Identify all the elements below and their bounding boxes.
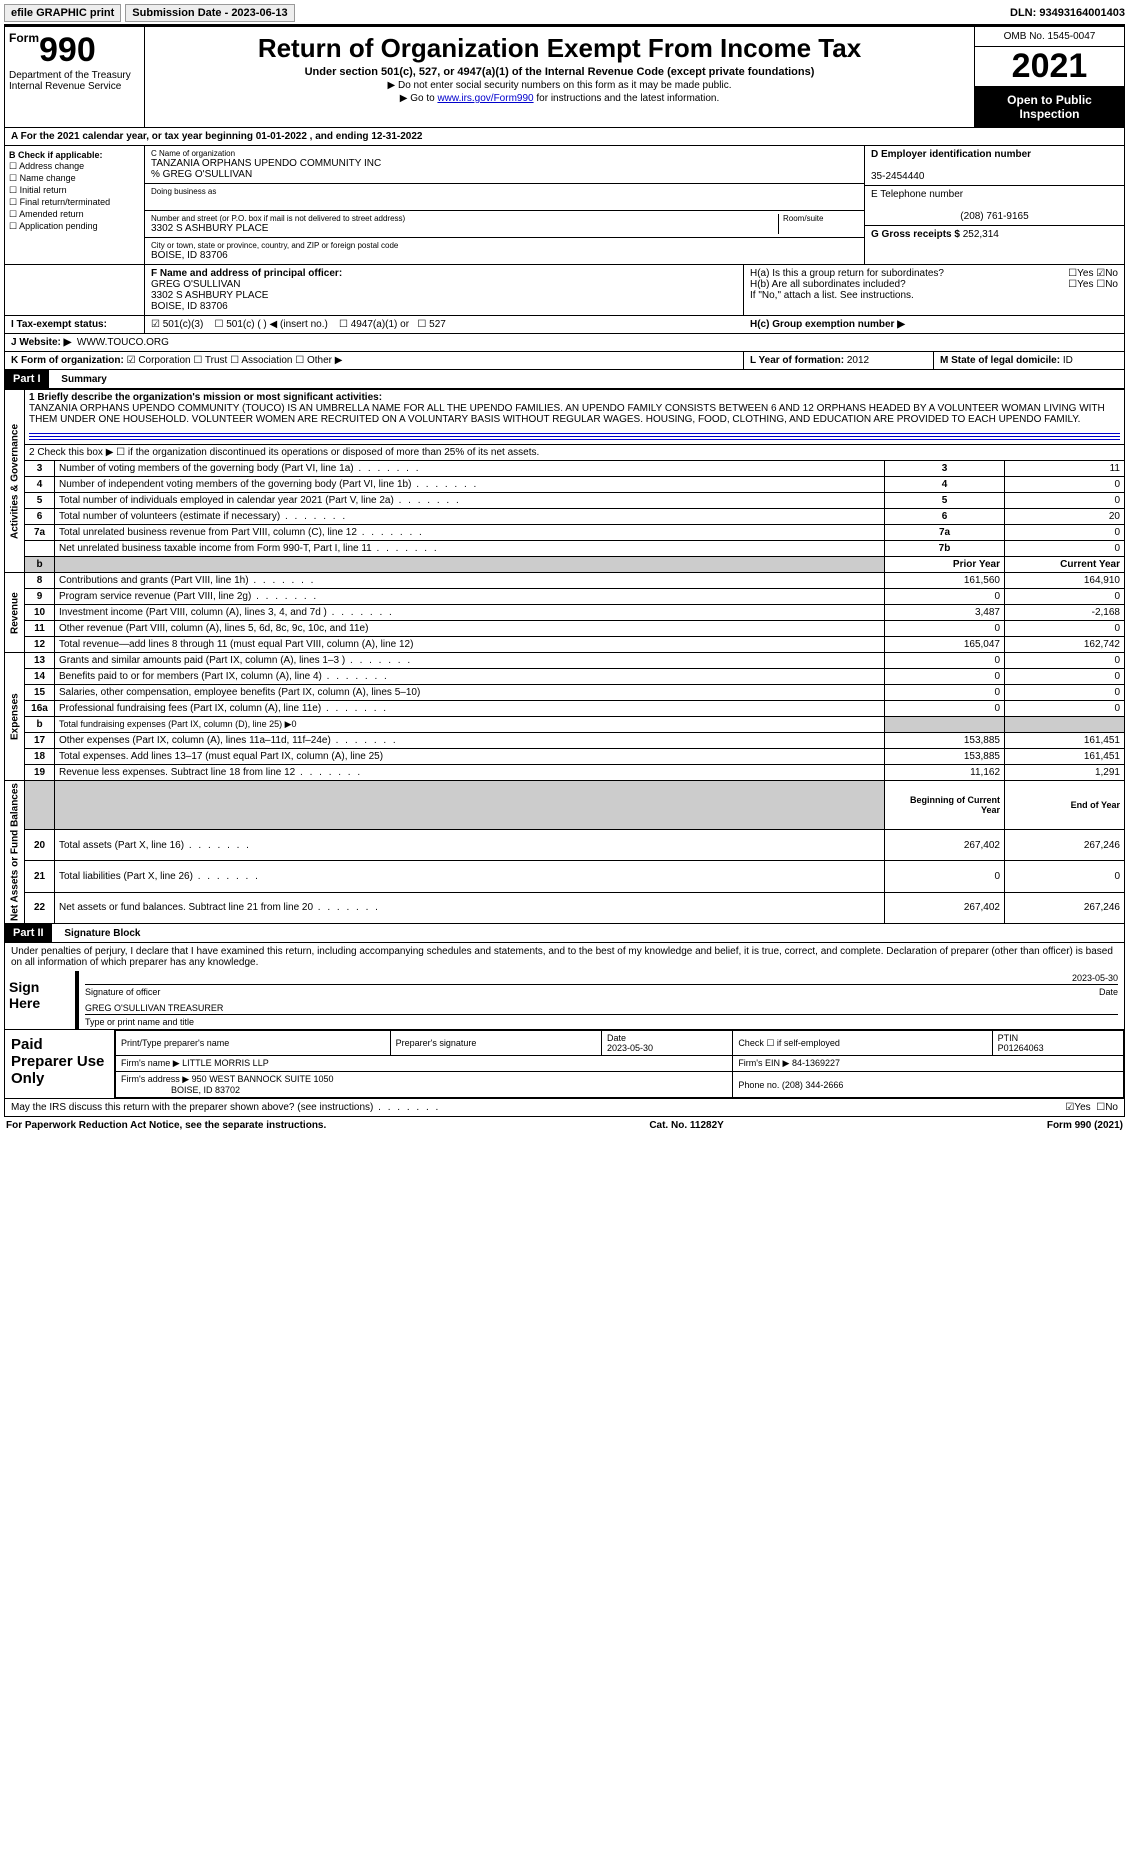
signature-block: Under penalties of perjury, I declare th…: [4, 943, 1125, 1030]
h-b: H(b) Are all subordinates included?: [750, 279, 906, 290]
irs-link[interactable]: www.irs.gov/Form990: [437, 93, 533, 104]
g-receipts: G Gross receipts $ 252,314: [865, 226, 1124, 243]
h-b-note: If "No," attach a list. See instructions…: [750, 290, 1118, 301]
b-title: B Check if applicable:: [9, 150, 103, 160]
chk-initial-return[interactable]: ☐ Initial return: [9, 185, 140, 196]
c-street-row: Number and street (or P.O. box if mail i…: [145, 211, 864, 238]
c-city: City or town, state or province, country…: [145, 238, 864, 264]
c-dba: Doing business as: [145, 184, 864, 211]
omb-number: OMB No. 1545-0047: [975, 27, 1124, 47]
part1-header: Part I Summary: [4, 370, 1125, 389]
gov-row-7b: Net unrelated business taxable income fr…: [5, 541, 1125, 557]
side-expenses: Expenses: [5, 653, 25, 781]
dept-label: Department of the Treasury: [9, 70, 140, 81]
dln-label: DLN: 93493164001403: [1010, 7, 1125, 19]
h-a: H(a) Is this a group return for subordin…: [750, 268, 944, 279]
row-a-tax-year: A For the 2021 calendar year, or tax yea…: [4, 128, 1125, 146]
chk-self-employed[interactable]: Check ☐ if self-employed: [733, 1031, 992, 1056]
chk-trust[interactable]: ☐ Trust: [193, 355, 227, 366]
row-i: I Tax-exempt status: ☑ 501(c)(3) ☐ 501(c…: [4, 316, 1125, 334]
block-f-h: F Name and address of principal officer:…: [4, 265, 1125, 316]
discuss-yesno[interactable]: ☑Yes ☐No: [984, 1099, 1124, 1116]
top-bar: efile GRAPHIC print Submission Date - 20…: [4, 4, 1125, 26]
c-name: C Name of organization TANZANIA ORPHANS …: [145, 146, 864, 184]
chk-assoc[interactable]: ☐ Association: [230, 355, 292, 366]
form-subtitle: Under section 501(c), 527, or 4947(a)(1)…: [149, 66, 970, 78]
chk-4947[interactable]: ☐ 4947(a)(1) or: [339, 319, 409, 330]
chk-name-change[interactable]: ☐ Name change: [9, 173, 140, 184]
side-revenue: Revenue: [5, 573, 25, 653]
note-ssn: ▶ Do not enter social security numbers o…: [149, 80, 970, 91]
h-a-yesno[interactable]: ☐Yes ☑No: [1068, 268, 1118, 279]
chk-address-change[interactable]: ☐ Address change: [9, 161, 140, 172]
chk-527[interactable]: ☐ 527: [417, 319, 445, 330]
discuss-row: May the IRS discuss this return with the…: [4, 1099, 1125, 1117]
chk-other[interactable]: ☐ Other ▶: [295, 355, 342, 366]
e-phone: E Telephone number (208) 761-9165: [865, 186, 1124, 226]
side-governance: Activities & Governance: [5, 390, 25, 573]
gov-row-4: 4Number of independent voting members of…: [5, 477, 1125, 493]
form-header: Form990 Department of the Treasury Inter…: [4, 26, 1125, 128]
page-footer: For Paperwork Reduction Act Notice, see …: [4, 1117, 1125, 1134]
chk-501c[interactable]: ☐ 501(c) ( ) ◀ (insert no.): [214, 319, 327, 330]
gov-row-3: 3Number of voting members of the governi…: [5, 461, 1125, 477]
col-headers: bPrior YearCurrent Year: [5, 557, 1125, 573]
chk-final-return[interactable]: ☐ Final return/terminated: [9, 197, 140, 208]
h-c: H(c) Group exemption number ▶: [744, 316, 1124, 333]
d-ein: D Employer identification number 35-2454…: [865, 146, 1124, 186]
chk-amended[interactable]: ☐ Amended return: [9, 209, 140, 220]
chk-501c3[interactable]: ☑ 501(c)(3): [151, 319, 203, 330]
gov-row-7a: 7aTotal unrelated business revenue from …: [5, 525, 1125, 541]
chk-corp[interactable]: ☑ Corporation: [127, 355, 191, 366]
tax-year: 2021: [975, 47, 1124, 87]
row-klm: K Form of organization: ☑ Corporation ☐ …: [4, 352, 1125, 370]
perjury-declaration: Under penalties of perjury, I declare th…: [5, 943, 1124, 971]
gov-row-6: 6Total number of volunteers (estimate if…: [5, 509, 1125, 525]
paid-preparer-block: Paid Preparer Use Only Print/Type prepar…: [4, 1030, 1125, 1099]
sign-here-label: Sign Here: [5, 971, 75, 1029]
form-number: Form990: [9, 31, 140, 70]
block-b-to-g: B Check if applicable: ☐ Address change …: [4, 146, 1125, 265]
submission-date-button[interactable]: Submission Date - 2023-06-13: [125, 4, 294, 22]
row-j: J Website: ▶ WWW.TOUCO.ORG: [4, 334, 1125, 352]
irs-label: Internal Revenue Service: [9, 81, 140, 92]
part2-header: Part II Signature Block: [4, 924, 1125, 943]
part1-table: Activities & Governance 1 Briefly descri…: [4, 389, 1125, 924]
line2: 2 Check this box ▶ ☐ if the organization…: [25, 445, 1125, 461]
chk-app-pending[interactable]: ☐ Application pending: [9, 221, 140, 232]
form-title: Return of Organization Exempt From Incom…: [149, 33, 970, 64]
mission-text: TANZANIA ORPHANS UPENDO COMMUNITY (TOUCO…: [29, 403, 1105, 425]
h-b-yesno[interactable]: ☐Yes ☐No: [1068, 279, 1118, 290]
open-inspection-badge: Open to Public Inspection: [975, 87, 1124, 127]
efile-button[interactable]: efile GRAPHIC print: [4, 4, 121, 22]
gov-row-5: 5Total number of individuals employed in…: [5, 493, 1125, 509]
side-netassets: Net Assets or Fund Balances: [5, 781, 25, 924]
note-link: ▶ Go to www.irs.gov/Form990 for instruct…: [149, 93, 970, 104]
